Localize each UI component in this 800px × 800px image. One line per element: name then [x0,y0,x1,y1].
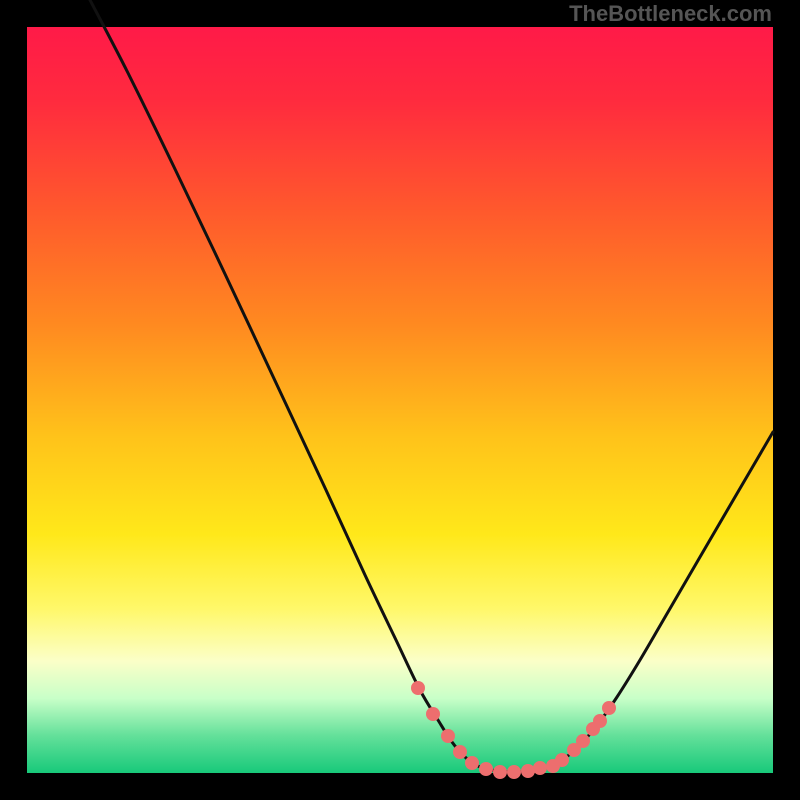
chart-stage: TheBottleneck.com [0,0,800,800]
gradient-plot-background [27,27,773,773]
watermark-text: TheBottleneck.com [569,1,772,27]
